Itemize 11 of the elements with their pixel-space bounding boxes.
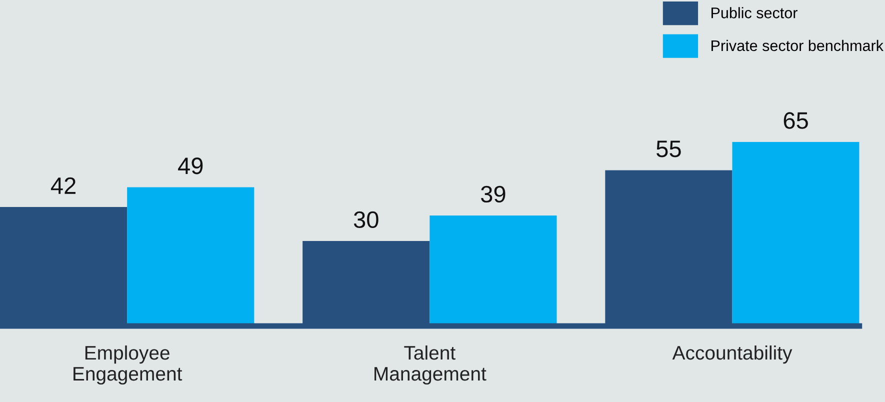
data-label: 49 [178, 158, 203, 174]
data-label: 55 [656, 140, 681, 158]
legend-label: Public sector [712, 7, 798, 18]
data-label: 30 [354, 211, 378, 228]
x-tick-label: Accountability [672, 345, 792, 364]
legend-label: Private sector benchmark [712, 40, 884, 52]
x-tick-label: Employee Engagement [74, 345, 182, 385]
x-tick-label: Talent Management [374, 345, 486, 385]
data-label: 65 [784, 112, 808, 129]
data-label: 39 [480, 186, 506, 203]
data-label: 42 [50, 177, 76, 194]
